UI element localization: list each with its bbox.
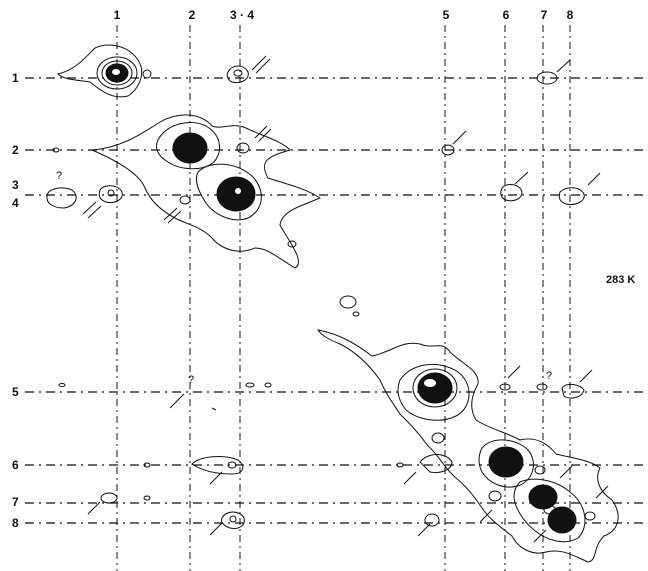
top-label-8: 8: [566, 8, 574, 22]
question-mark-3: ?: [546, 370, 553, 382]
left-label-7: 7: [12, 495, 19, 509]
cross-peaks: [46, 65, 585, 529]
left-label-5: 5: [12, 385, 19, 399]
top-label-3-4: 3 · 4: [229, 8, 255, 22]
cross-peak-8-3: [221, 511, 245, 529]
left-label-1: 1: [12, 71, 19, 85]
top-label-6: 6: [502, 8, 510, 22]
top-label-2: 2: [188, 8, 196, 22]
cross-peak-1-7: [536, 71, 558, 85]
cross-peak-5-8: [561, 383, 585, 399]
cross-peak-4-1: [98, 185, 123, 203]
annotation-ticks: [82, 55, 609, 543]
top-label-1: 1: [113, 8, 121, 22]
diagonal-peaks-5-8: [316, 295, 619, 563]
cross-peak-5-6: [499, 383, 511, 391]
left-label-4: 4: [12, 196, 19, 210]
top-label-7: 7: [540, 8, 548, 22]
diagonal-contours: [57, 44, 619, 563]
cross-peak-4-6: [500, 184, 523, 202]
cross-peak-5-7: [536, 383, 548, 391]
cross-peak-7-1: [100, 492, 118, 504]
top-label-5: 5: [442, 8, 450, 22]
left-label-3: 3: [12, 178, 19, 192]
question-mark-2: ?: [188, 374, 195, 386]
question-mark-1: ?: [56, 170, 63, 182]
cross-peak-4-8: [558, 187, 585, 205]
cross-peak-6-5: [419, 454, 453, 473]
vertical-guide-lines: [116, 25, 571, 571]
cross-peak-6-3: [191, 456, 244, 475]
cross-peak-6-1: [143, 462, 151, 468]
cross-peak-5-3: [245, 382, 255, 388]
temperature-label: 283 K: [606, 274, 636, 286]
diagonal-peaks-2-3-4: [91, 114, 322, 269]
cross-peak-4-edge: [46, 187, 77, 209]
cross-peak-2-5: [441, 144, 455, 156]
diagonal-peak-1: [57, 44, 152, 98]
cross-peak-2-edge: [52, 147, 60, 153]
left-label-8: 8: [12, 516, 19, 530]
cross-peak-8-5: [424, 513, 440, 527]
left-label-6: 6: [12, 458, 19, 472]
cross-peak-1-3: [226, 65, 249, 83]
left-label-2: 2: [12, 143, 19, 157]
